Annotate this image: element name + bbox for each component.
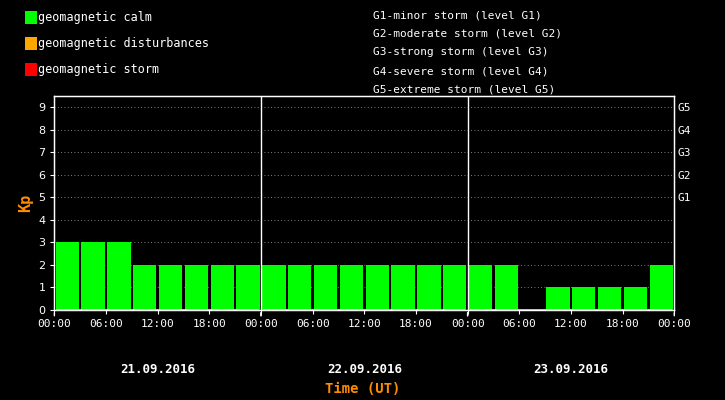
- Bar: [650, 265, 673, 310]
- Y-axis label: Kp: Kp: [17, 194, 33, 212]
- Bar: [107, 242, 130, 310]
- Bar: [133, 265, 157, 310]
- Text: G5-extreme storm (level G5): G5-extreme storm (level G5): [373, 85, 555, 95]
- Bar: [572, 288, 595, 310]
- Bar: [598, 288, 621, 310]
- Bar: [262, 265, 286, 310]
- Bar: [314, 265, 337, 310]
- Text: G1-minor storm (level G1): G1-minor storm (level G1): [373, 10, 542, 20]
- Bar: [236, 265, 260, 310]
- Text: 22.09.2016: 22.09.2016: [327, 363, 402, 376]
- Text: G2-moderate storm (level G2): G2-moderate storm (level G2): [373, 29, 563, 39]
- Bar: [159, 265, 182, 310]
- Bar: [185, 265, 208, 310]
- Text: geomagnetic disturbances: geomagnetic disturbances: [38, 37, 209, 50]
- Bar: [365, 265, 389, 310]
- Text: geomagnetic calm: geomagnetic calm: [38, 11, 152, 24]
- Bar: [392, 265, 415, 310]
- Text: G3-strong storm (level G3): G3-strong storm (level G3): [373, 48, 549, 58]
- Bar: [418, 265, 441, 310]
- Bar: [547, 288, 570, 310]
- Bar: [469, 265, 492, 310]
- Text: G4-severe storm (level G4): G4-severe storm (level G4): [373, 66, 549, 76]
- Bar: [340, 265, 363, 310]
- Bar: [443, 265, 466, 310]
- Text: 23.09.2016: 23.09.2016: [534, 363, 608, 376]
- Text: Time (UT): Time (UT): [325, 382, 400, 396]
- Bar: [288, 265, 311, 310]
- Bar: [494, 265, 518, 310]
- Bar: [211, 265, 234, 310]
- Bar: [624, 288, 647, 310]
- Text: geomagnetic storm: geomagnetic storm: [38, 63, 160, 76]
- Text: 21.09.2016: 21.09.2016: [120, 363, 195, 376]
- Bar: [56, 242, 79, 310]
- Bar: [81, 242, 104, 310]
